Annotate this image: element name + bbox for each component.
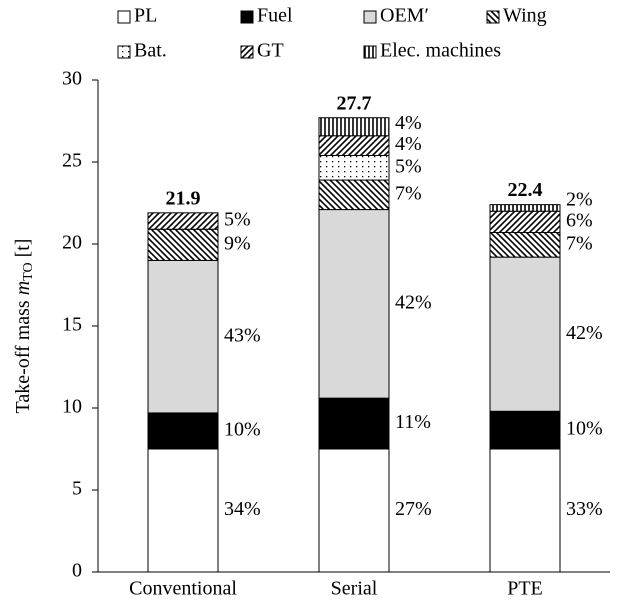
legend-swatch [240, 10, 254, 24]
y-tick-label: 0 [72, 560, 82, 582]
bar-segment [318, 154, 390, 181]
y-tick-label: 30 [62, 68, 82, 90]
y-tick-label: 5 [72, 478, 82, 500]
x-tick-label: Serial [331, 578, 378, 600]
y-tick-label: 10 [62, 396, 82, 418]
share-label: 27% [395, 498, 432, 520]
bar-segment [147, 412, 219, 450]
legend-swatch [117, 10, 131, 24]
bar-segment [489, 210, 561, 234]
bar-segment [489, 232, 561, 258]
bar-segment [147, 212, 219, 230]
y-tick-label: 25 [62, 150, 82, 172]
share-label: 10% [224, 419, 261, 441]
bar-segment [489, 410, 561, 450]
total-label: 22.4 [508, 179, 543, 201]
bar-segment [489, 204, 561, 212]
legend-label: GT [257, 40, 284, 62]
share-label: 43% [224, 324, 261, 346]
legend-label: Wing [503, 5, 547, 27]
bar-segment [318, 397, 390, 450]
share-label: 10% [566, 418, 603, 440]
share-label: 42% [566, 322, 603, 344]
share-label: 7% [395, 182, 422, 204]
bar-segment [318, 135, 390, 156]
share-label: 34% [224, 498, 261, 520]
bar-segment [318, 209, 390, 399]
legend-swatch [363, 45, 377, 59]
legend-label: Fuel [257, 5, 293, 27]
legend-swatch [117, 45, 131, 59]
share-label: 5% [395, 155, 422, 177]
share-label: 9% [224, 232, 251, 254]
legend-swatch [486, 10, 500, 24]
legend-label: Bat. [134, 40, 167, 62]
share-label: 2% [566, 188, 593, 210]
share-label: 11% [395, 411, 431, 433]
x-tick-label: Conventional [129, 578, 237, 600]
bar-segment [147, 259, 219, 414]
x-tick-label: PTE [507, 578, 543, 600]
y-axis-label: Take-off mass mTO [t] [12, 239, 37, 414]
share-label: 42% [395, 291, 432, 313]
bar-segment [318, 179, 390, 211]
y-tick-label: 20 [62, 232, 82, 254]
legend-label: OEM′ [380, 5, 429, 27]
bar-segment [489, 448, 561, 573]
total-label: 21.9 [166, 187, 201, 209]
legend-label: PL [134, 5, 157, 27]
bar-segment [147, 448, 219, 573]
share-label: 5% [224, 209, 251, 231]
total-label: 27.7 [337, 92, 372, 114]
bar-segment [318, 117, 390, 137]
y-tick-label: 15 [62, 314, 82, 336]
share-label: 4% [395, 133, 422, 155]
legend-swatch [363, 10, 377, 24]
legend-swatch [240, 45, 254, 59]
share-label: 6% [566, 209, 593, 231]
legend-label: Elec. machines [380, 40, 501, 62]
bar-segment [147, 228, 219, 261]
bar-segment [318, 448, 390, 573]
share-label: 7% [566, 232, 593, 254]
share-label: 4% [395, 112, 422, 134]
bar-segment [489, 256, 561, 412]
share-label: 33% [566, 498, 603, 520]
